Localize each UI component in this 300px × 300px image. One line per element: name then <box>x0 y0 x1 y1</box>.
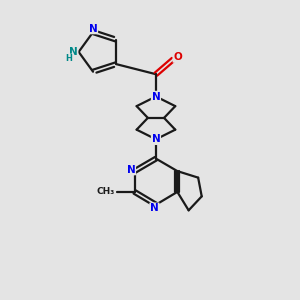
Text: H: H <box>65 54 72 63</box>
Text: N: N <box>150 203 159 213</box>
Text: N: N <box>69 47 78 57</box>
Text: N: N <box>152 134 160 144</box>
Text: N: N <box>89 24 98 34</box>
Text: O: O <box>173 52 182 62</box>
Text: N: N <box>152 92 160 101</box>
Text: CH₃: CH₃ <box>97 188 115 196</box>
Text: N: N <box>127 165 135 175</box>
